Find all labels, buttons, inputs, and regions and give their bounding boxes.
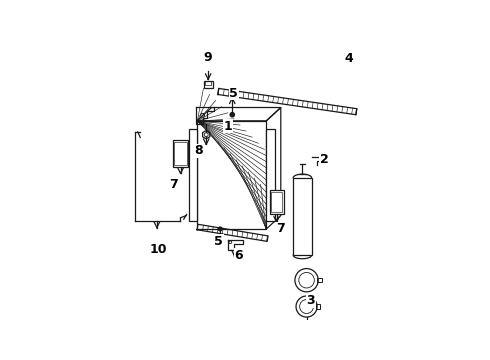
Ellipse shape xyxy=(293,252,312,259)
Bar xyxy=(204,81,213,87)
Circle shape xyxy=(201,113,204,117)
Bar xyxy=(173,140,188,167)
Text: 3: 3 xyxy=(306,294,315,307)
Text: 1: 1 xyxy=(223,120,232,133)
Circle shape xyxy=(218,227,222,231)
Text: 10: 10 xyxy=(149,243,167,256)
Text: 9: 9 xyxy=(204,50,213,64)
Text: 5: 5 xyxy=(229,87,238,100)
Text: 8: 8 xyxy=(194,144,203,157)
Text: 2: 2 xyxy=(319,153,328,166)
Polygon shape xyxy=(203,131,210,139)
Text: 4: 4 xyxy=(344,52,353,65)
Bar xyxy=(270,190,284,214)
Bar xyxy=(317,278,322,283)
Circle shape xyxy=(230,112,235,117)
Bar xyxy=(174,141,187,165)
Bar xyxy=(205,81,211,85)
Bar xyxy=(189,129,197,221)
Bar xyxy=(316,304,320,309)
Text: 6: 6 xyxy=(235,249,243,262)
Bar xyxy=(267,129,275,221)
Text: 7: 7 xyxy=(276,222,285,235)
Bar xyxy=(271,192,282,212)
Bar xyxy=(293,177,312,255)
Circle shape xyxy=(321,157,327,162)
Text: 7: 7 xyxy=(169,178,178,191)
Ellipse shape xyxy=(293,174,312,181)
Text: 5: 5 xyxy=(214,235,223,248)
